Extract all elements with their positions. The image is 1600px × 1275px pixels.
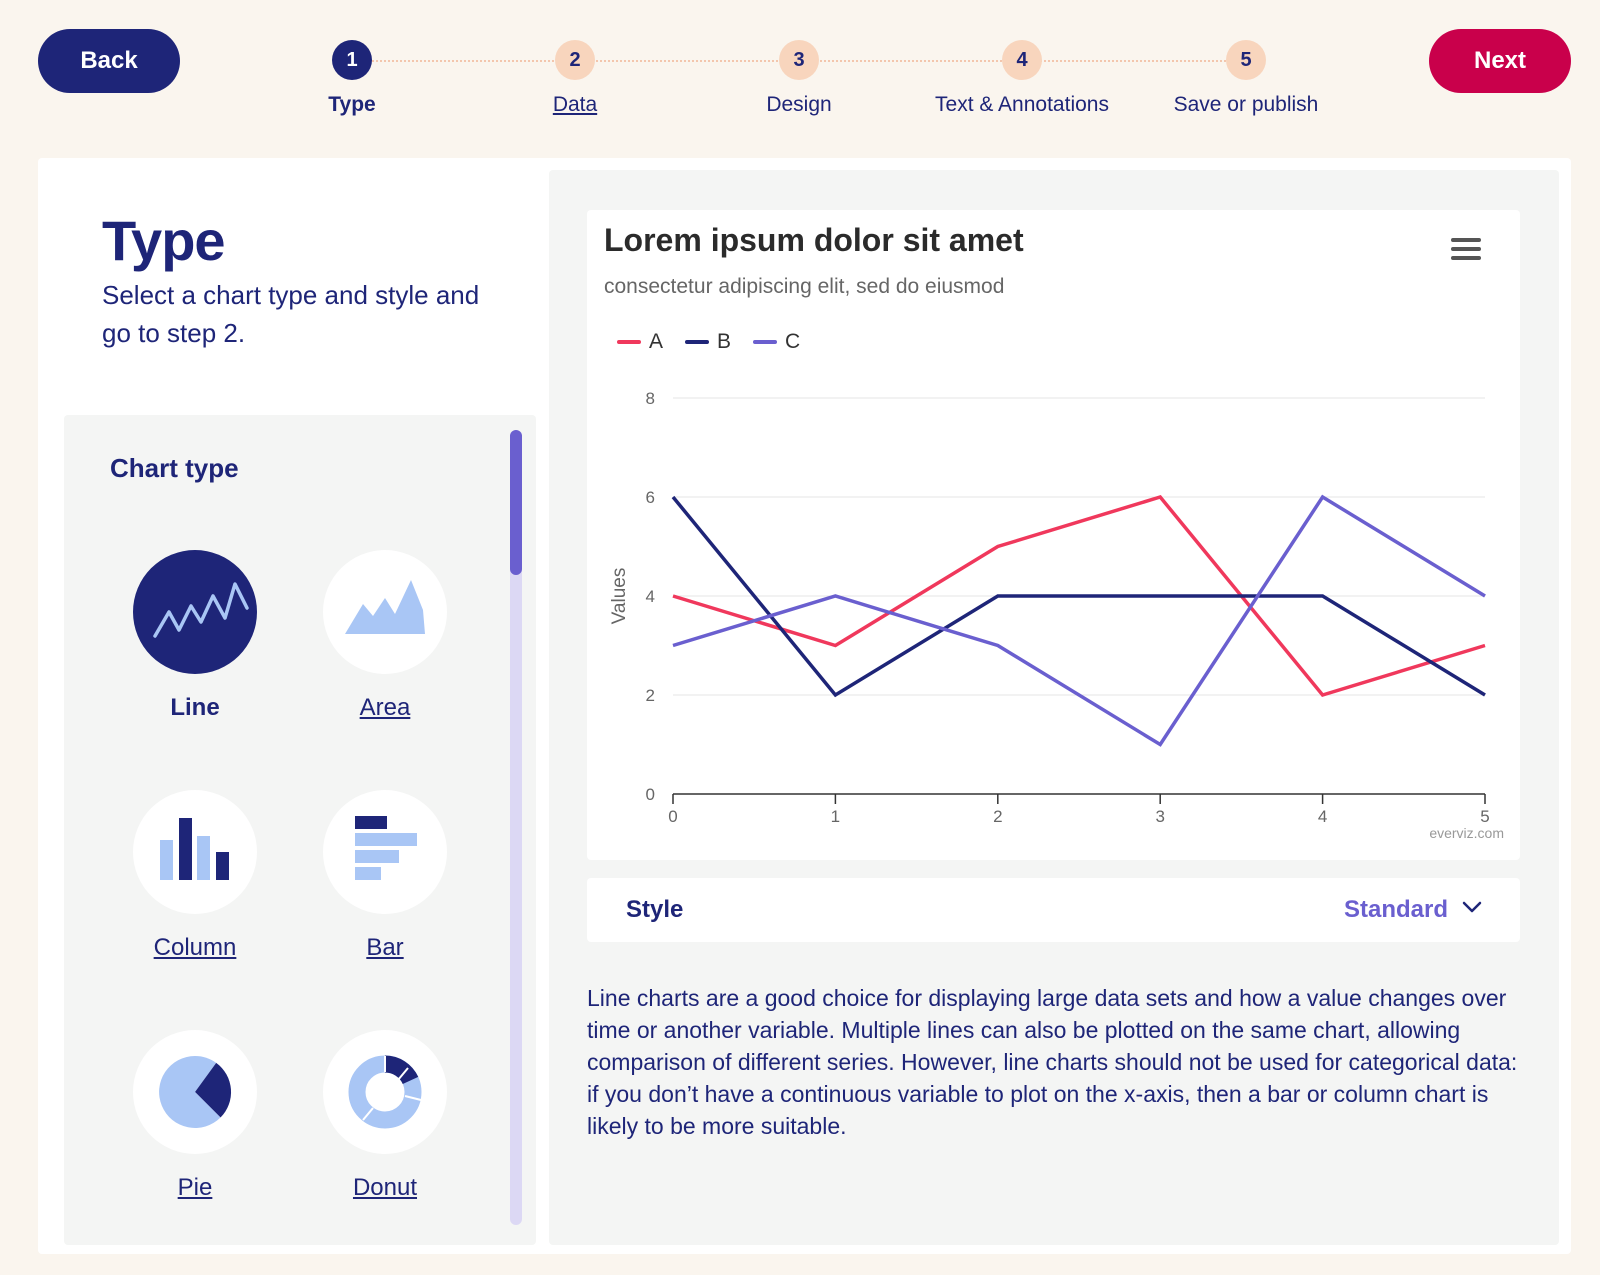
chart-type-column[interactable]: Column (110, 790, 280, 962)
chart-type-label: Bar (366, 934, 404, 961)
donut-chart-icon (323, 1030, 447, 1154)
series-line-a (672, 494, 1486, 698)
y-tick-label: 8 (646, 389, 655, 408)
chart-title: Lorem ipsum dolor sit amet (604, 222, 1024, 258)
chart-type-label: Column (153, 934, 237, 961)
chevron-down-icon (1462, 901, 1482, 913)
back-button[interactable]: Back (38, 29, 180, 93)
step-label: Data (552, 93, 598, 116)
step-type[interactable]: 1 Type (252, 40, 452, 117)
scrollbar-thumb[interactable] (510, 430, 522, 575)
page-title: Type (102, 209, 226, 272)
x-tick-label: 2 (993, 807, 1002, 826)
chart-subtitle: consectetur adipiscing elit, sed do eius… (604, 275, 1005, 298)
x-tick-label: 3 (1155, 807, 1164, 826)
step-design[interactable]: 3 Design (699, 40, 899, 117)
legend-label: C (785, 330, 801, 353)
x-tick-label: 5 (1480, 807, 1489, 826)
chart-type-bar[interactable]: Bar (300, 790, 470, 962)
stepper: 1 Type 2 Data 3 Design 4 Text & Annotati… (0, 40, 1600, 130)
step-label: Design (766, 93, 832, 116)
chart-type-area[interactable]: Area (300, 550, 470, 722)
y-tick-label: 2 (646, 686, 655, 705)
legend-label: B (717, 330, 732, 353)
next-button[interactable]: Next (1429, 29, 1571, 93)
legend-swatch (753, 340, 778, 344)
chart-type-label: Donut (352, 1174, 418, 1201)
area-chart-icon (323, 550, 447, 674)
bar-chart-icon (323, 790, 447, 914)
hamburger-menu-icon[interactable] (1451, 238, 1481, 262)
y-tick-label: 0 (646, 785, 655, 804)
step-number: 3 (779, 40, 819, 80)
x-tick-label: 4 (1318, 807, 1327, 826)
y-tick-label: 4 (646, 587, 655, 606)
legend-swatch (685, 340, 710, 344)
chart-legend: A B C (617, 330, 800, 354)
step-label: Type (328, 93, 376, 116)
legend-item-b[interactable]: B (685, 330, 731, 354)
line-chart-icon (133, 550, 257, 674)
legend-item-c[interactable]: C (753, 330, 800, 354)
chart-type-label: Line (170, 694, 220, 721)
chart-type-donut[interactable]: Donut (300, 1030, 470, 1202)
scrollbar-track[interactable] (510, 430, 522, 1225)
x-tick-label: 0 (668, 807, 677, 826)
legend-swatch (617, 340, 641, 344)
step-text-annotations[interactable]: 4 Text & Annotations (922, 40, 1122, 117)
series-line-b (671, 495, 1486, 698)
step-data[interactable]: 2 Data (475, 40, 675, 117)
page-subtitle: Select a chart type and style and go to … (102, 280, 480, 348)
step-label: Save or publish (1173, 93, 1319, 116)
chart-type-label: Pie (177, 1174, 213, 1201)
y-axis-title: Values (609, 568, 630, 625)
step-save-publish[interactable]: 5 Save or publish (1146, 40, 1346, 117)
main-card: Type Select a chart type and style and g… (38, 158, 1571, 1254)
chart-canvas: 0 2 4 6 8 0 1 2 3 4 5 Values (609, 389, 1490, 826)
preview-panel: 0 2 4 6 8 0 1 2 3 4 5 Values Lorem ipsum dolor sit … (549, 170, 1559, 1245)
style-value: Standard (1343, 896, 1448, 923)
chart-type-panel: Chart type Line Area (64, 415, 536, 1245)
column-chart-icon (133, 790, 257, 914)
legend-label: A (649, 330, 664, 353)
chart-type-line[interactable]: Line (110, 550, 280, 722)
chart-preview: 0 2 4 6 8 0 1 2 3 4 5 Values Lorem ipsum dolor sit … (587, 210, 1520, 860)
step-number: 2 (555, 40, 595, 80)
step-number: 5 (1226, 40, 1266, 80)
legend-item-a[interactable]: A (617, 330, 663, 354)
style-dropdown[interactable]: Style Standard (587, 878, 1520, 942)
x-tick-label: 1 (831, 807, 840, 826)
chart-type-description: Line charts are a good choice for displa… (587, 985, 1518, 1139)
pie-chart-icon (133, 1030, 257, 1154)
step-number: 4 (1002, 40, 1042, 80)
step-label: Text & Annotations (935, 93, 1109, 116)
chart-credits[interactable]: everviz.com (1429, 825, 1504, 841)
step-number: 1 (332, 40, 372, 80)
series-line-c (672, 494, 1486, 747)
y-tick-label: 6 (646, 488, 655, 507)
chart-type-pie[interactable]: Pie (110, 1030, 280, 1202)
chart-type-label: Area (359, 694, 411, 721)
style-label: Style (626, 896, 684, 923)
panel-title: Chart type (110, 453, 239, 483)
